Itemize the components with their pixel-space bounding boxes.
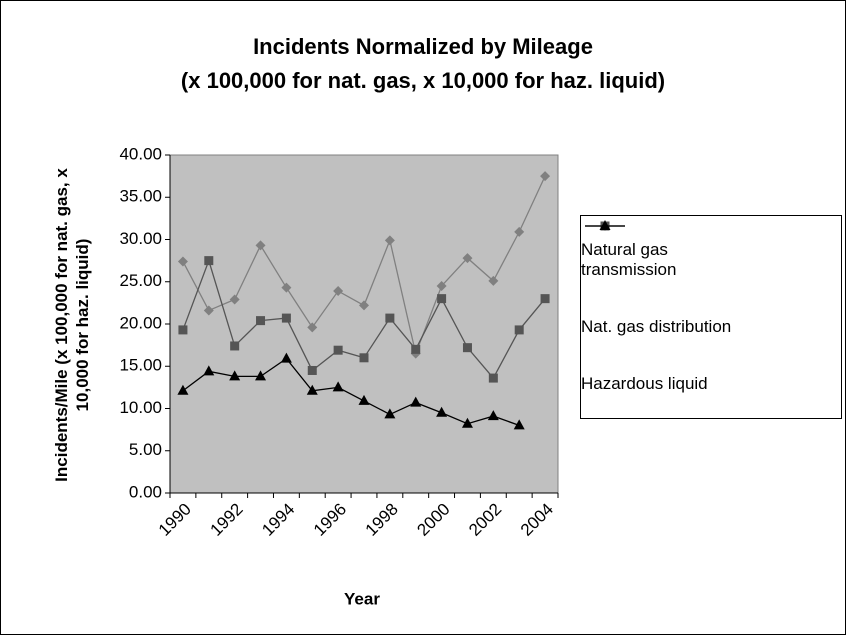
marker	[306, 384, 318, 395]
marker	[514, 226, 525, 237]
y-tick-label: 10.00	[119, 398, 162, 417]
marker	[385, 313, 395, 323]
chart-subtitle: (x 100,000 for nat. gas, x 10,000 for ha…	[181, 68, 665, 93]
marker	[255, 240, 266, 251]
y-tick-label: 40.00	[119, 144, 162, 163]
legend-entry: Natural gas transmission	[581, 221, 841, 280]
marker	[436, 280, 447, 291]
marker	[281, 313, 291, 323]
chart-title: Incidents Normalized by Mileage	[253, 34, 593, 59]
legend-label: Natural gas transmission	[581, 240, 677, 280]
marker	[540, 171, 551, 182]
marker	[332, 381, 344, 392]
marker	[411, 344, 421, 354]
marker	[229, 294, 240, 305]
marker	[177, 384, 189, 395]
marker	[487, 410, 499, 421]
marker	[178, 325, 188, 335]
marker	[436, 406, 448, 417]
marker	[307, 365, 317, 375]
legend-entry: Nat. gas distribution	[581, 221, 841, 337]
x-axis-title: Year	[344, 589, 380, 608]
marker	[256, 316, 266, 326]
marker	[333, 286, 344, 297]
marker	[203, 365, 215, 376]
marker	[359, 300, 369, 311]
marker	[307, 322, 318, 333]
marker	[540, 294, 550, 304]
marker	[461, 417, 473, 428]
marker	[437, 294, 447, 304]
marker	[384, 408, 396, 419]
marker	[384, 235, 395, 246]
y-axis-title: Incidents/Mile (x 100,000 for nat. gas, …	[52, 168, 92, 482]
marker	[514, 325, 524, 335]
legend-label: Nat. gas distribution	[581, 316, 732, 336]
marker	[513, 419, 525, 430]
marker	[488, 373, 498, 383]
y-tick-label: 25.00	[119, 271, 162, 290]
marker	[281, 282, 292, 293]
marker	[462, 253, 473, 264]
marker	[230, 341, 240, 351]
marker	[488, 275, 499, 286]
marker	[177, 256, 188, 267]
y-tick-label: 30.00	[119, 229, 162, 248]
y-tick-label: 35.00	[119, 187, 162, 206]
marker	[229, 370, 241, 381]
marker	[204, 256, 214, 266]
legend: Natural gas transmission Nat. gas distrib…	[580, 215, 842, 419]
y-tick-label: 20.00	[119, 313, 162, 332]
y-tick-label: 5.00	[129, 440, 162, 459]
marker	[410, 396, 422, 407]
marker	[203, 305, 214, 316]
marker	[280, 352, 292, 363]
plot-area	[169, 154, 559, 494]
legend-icon	[585, 220, 625, 230]
marker	[333, 345, 343, 355]
marker	[359, 353, 369, 363]
series-line	[182, 357, 520, 427]
y-tick-label: 0.00	[129, 482, 162, 501]
marker	[599, 220, 611, 230]
legend-label: Hazardous liquid	[581, 373, 708, 393]
marker	[358, 394, 370, 405]
marker	[255, 370, 267, 381]
y-tick-label: 15.00	[119, 356, 162, 375]
marker	[462, 343, 472, 353]
legend-entry: Hazardous liquid	[581, 220, 841, 394]
